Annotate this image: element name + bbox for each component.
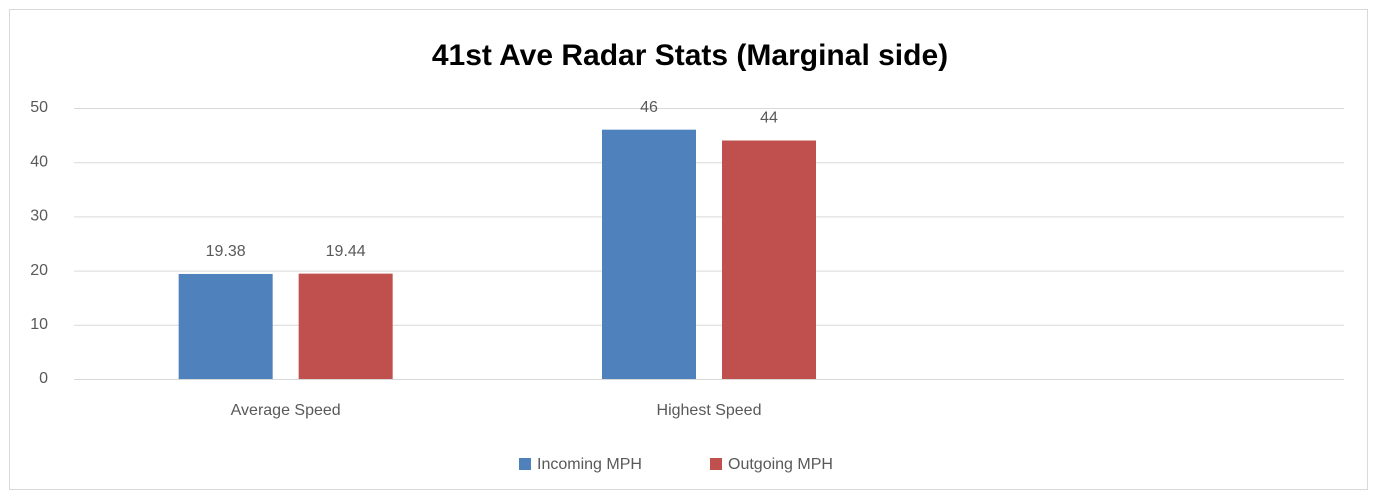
legend-swatch [710, 458, 722, 470]
data-label: 46 [640, 99, 658, 116]
data-label: 44 [760, 110, 778, 127]
chart-title: 41st Ave Radar Stats (Marginal side) [432, 39, 948, 72]
bar [178, 273, 273, 379]
y-tick-label: 20 [30, 262, 48, 279]
legend-label: Outgoing MPH [728, 456, 833, 473]
data-label: 19.44 [326, 243, 366, 260]
y-tick-label: 50 [30, 99, 48, 116]
y-tick-label: 10 [30, 316, 48, 333]
legend-swatch [519, 458, 531, 470]
y-tick-label: 0 [39, 370, 48, 387]
bar [602, 129, 696, 379]
bar [722, 140, 816, 379]
x-tick-label: Average Speed [231, 402, 341, 419]
bar [298, 273, 393, 379]
data-label: 19.38 [206, 243, 246, 260]
y-tick-label: 40 [30, 153, 48, 170]
x-tick-label: Highest Speed [657, 402, 762, 419]
y-tick-label: 30 [30, 208, 48, 225]
legend-label: Incoming MPH [537, 456, 642, 473]
